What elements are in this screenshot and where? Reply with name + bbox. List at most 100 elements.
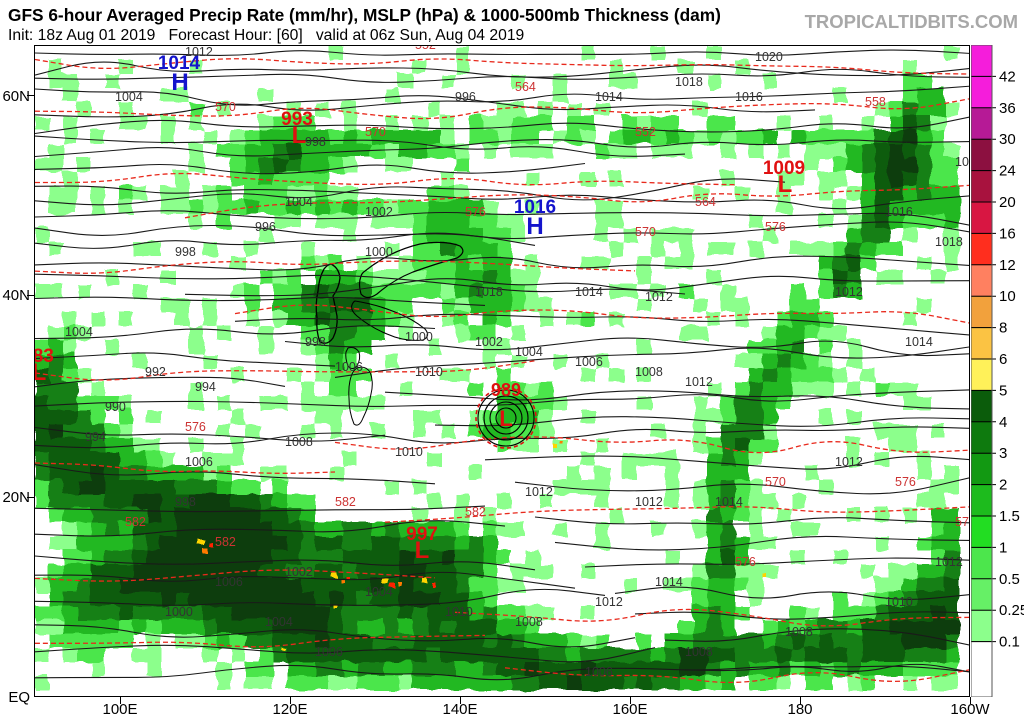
svg-text:1008: 1008 xyxy=(785,625,813,639)
svg-text:1016: 1016 xyxy=(885,205,913,219)
svg-text:994: 994 xyxy=(195,380,216,394)
svg-text:L: L xyxy=(778,171,793,198)
svg-text:20: 20 xyxy=(999,194,1016,211)
svg-text:1004: 1004 xyxy=(285,195,313,209)
svg-text:H: H xyxy=(171,69,188,96)
svg-text:1018: 1018 xyxy=(675,75,703,89)
svg-text:1012: 1012 xyxy=(835,455,863,469)
svg-text:42: 42 xyxy=(999,68,1016,85)
svg-text:1012: 1012 xyxy=(595,595,623,609)
svg-text:1012: 1012 xyxy=(685,375,713,389)
svg-text:576: 576 xyxy=(465,205,486,219)
svg-text:1014: 1014 xyxy=(575,285,603,299)
svg-text:552: 552 xyxy=(635,125,656,139)
svg-text:992: 992 xyxy=(145,365,166,379)
svg-text:1014: 1014 xyxy=(655,575,683,589)
svg-text:4: 4 xyxy=(999,414,1007,431)
svg-text:582: 582 xyxy=(125,515,146,529)
svg-text:8: 8 xyxy=(999,320,1007,337)
svg-text:1012: 1012 xyxy=(185,46,213,59)
svg-text:16: 16 xyxy=(999,225,1016,242)
svg-text:5: 5 xyxy=(999,382,1007,399)
svg-text:576: 576 xyxy=(185,420,206,434)
svg-text:1002: 1002 xyxy=(365,205,393,219)
svg-text:1004: 1004 xyxy=(265,615,293,629)
svg-text:10: 10 xyxy=(999,288,1016,305)
svg-text:996: 996 xyxy=(255,220,276,234)
svg-text:1006: 1006 xyxy=(215,575,243,589)
svg-text:1008: 1008 xyxy=(685,645,713,659)
svg-text:570: 570 xyxy=(635,225,656,239)
svg-text:L: L xyxy=(499,406,512,431)
svg-text:2: 2 xyxy=(999,477,1007,494)
svg-text:1012: 1012 xyxy=(645,290,673,304)
svg-text:1014: 1014 xyxy=(595,90,623,104)
svg-text:576: 576 xyxy=(895,475,916,489)
svg-text:998: 998 xyxy=(175,495,196,509)
svg-text:1004: 1004 xyxy=(365,585,393,599)
svg-text:552: 552 xyxy=(415,46,436,52)
svg-text:6: 6 xyxy=(999,351,1007,368)
svg-text:582: 582 xyxy=(335,495,356,509)
svg-text:L: L xyxy=(35,359,46,386)
svg-text:1004: 1004 xyxy=(515,345,543,359)
svg-text:1020: 1020 xyxy=(755,50,783,64)
svg-text:558: 558 xyxy=(865,95,886,109)
svg-text:24: 24 xyxy=(999,163,1016,180)
svg-text:1008: 1008 xyxy=(515,615,543,629)
svg-text:H: H xyxy=(526,213,543,240)
svg-text:582: 582 xyxy=(215,535,236,549)
svg-text:1020: 1020 xyxy=(955,155,970,169)
svg-text:1016: 1016 xyxy=(735,90,763,104)
svg-text:1010: 1010 xyxy=(395,445,423,459)
svg-text:1012: 1012 xyxy=(835,285,863,299)
svg-text:564: 564 xyxy=(515,80,536,94)
svg-text:1004: 1004 xyxy=(65,325,93,339)
svg-text:1000: 1000 xyxy=(165,605,193,619)
svg-text:L: L xyxy=(415,537,430,564)
svg-text:1010: 1010 xyxy=(445,605,473,619)
svg-text:570: 570 xyxy=(215,100,236,114)
svg-text:1002: 1002 xyxy=(285,565,313,579)
svg-text:0.5: 0.5 xyxy=(999,571,1020,588)
svg-text:576: 576 xyxy=(735,555,756,569)
svg-text:576: 576 xyxy=(955,515,970,529)
svg-text:1002: 1002 xyxy=(475,335,503,349)
svg-text:1012: 1012 xyxy=(525,485,553,499)
svg-text:570: 570 xyxy=(765,475,786,489)
svg-text:1012: 1012 xyxy=(935,555,963,569)
svg-text:1006: 1006 xyxy=(315,645,343,659)
svg-text:998: 998 xyxy=(175,245,196,259)
svg-text:1006: 1006 xyxy=(585,665,613,679)
svg-text:12: 12 xyxy=(999,257,1016,274)
svg-text:36: 36 xyxy=(999,100,1016,117)
svg-text:3: 3 xyxy=(999,445,1007,462)
svg-text:1010: 1010 xyxy=(885,595,913,609)
svg-text:1014: 1014 xyxy=(715,495,743,509)
svg-text:998: 998 xyxy=(305,135,326,149)
svg-text:1006: 1006 xyxy=(185,455,213,469)
svg-text:570: 570 xyxy=(365,125,386,139)
svg-text:989: 989 xyxy=(491,380,521,400)
svg-text:996: 996 xyxy=(455,90,476,104)
svg-text:576: 576 xyxy=(765,220,786,234)
svg-text:1018: 1018 xyxy=(935,235,963,249)
svg-text:1006: 1006 xyxy=(575,355,603,369)
svg-text:1000: 1000 xyxy=(365,245,393,259)
svg-text:1000: 1000 xyxy=(405,330,433,344)
svg-text:564: 564 xyxy=(695,195,716,209)
svg-text:1008: 1008 xyxy=(285,435,313,449)
svg-text:998: 998 xyxy=(305,335,326,349)
svg-text:1006: 1006 xyxy=(335,360,363,374)
svg-text:1: 1 xyxy=(999,539,1007,556)
svg-text:1012: 1012 xyxy=(635,495,663,509)
svg-text:582: 582 xyxy=(465,505,486,519)
svg-text:1014: 1014 xyxy=(905,335,933,349)
svg-text:990: 990 xyxy=(105,400,126,414)
svg-text:1.5: 1.5 xyxy=(999,508,1020,525)
svg-text:0.1: 0.1 xyxy=(999,634,1020,651)
svg-text:1018: 1018 xyxy=(475,285,503,299)
svg-text:1008: 1008 xyxy=(635,365,663,379)
svg-text:1004: 1004 xyxy=(115,90,143,104)
svg-text:30: 30 xyxy=(999,131,1016,148)
